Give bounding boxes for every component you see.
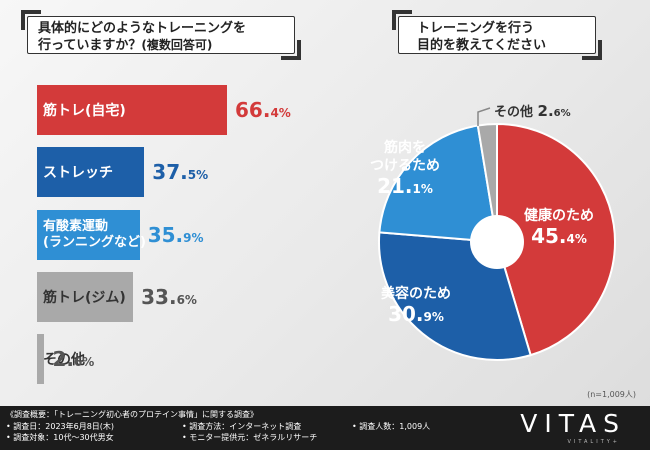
footer-date: • 調査日：2023年6月8日(木) — [6, 422, 115, 431]
other-leader-line — [477, 107, 491, 126]
bar-value-0: 66. 4% — [235, 98, 291, 122]
bar-label-2: 有酸素運動 (ランニングなど) — [43, 219, 146, 250]
footer-provider: • モニター提供元：ゼネラルリサーチ — [182, 433, 318, 442]
bar-2 — [37, 210, 140, 260]
pie-chart-title: トレーニングを行う 目的を教えてください — [392, 10, 602, 60]
bar-value-1: 37. 5% — [152, 160, 209, 184]
donut-slice-3 — [476, 122, 498, 243]
bar-0 — [37, 85, 227, 135]
footer-count: • 調査人数：1,009人 — [352, 422, 431, 431]
bar-value-4: 2. 6% — [52, 347, 95, 371]
sample-size-note: (n=1,009人) — [587, 390, 636, 399]
bar-value-3: 33. 6% — [141, 285, 197, 309]
pie-chart-title-line1: トレーニングを行う — [417, 21, 535, 36]
footer-method: • 調査方法：インターネット調査 — [182, 422, 302, 431]
bar-chart-title-line1: 具体的にどのようなトレーニングを — [38, 21, 247, 36]
vitas-logo-sub: VITALITY+ — [567, 439, 620, 445]
bar-value-2: 35. 9% — [147, 223, 204, 247]
bar-4 — [37, 334, 45, 384]
donut-label-0: 健康のため 45.4% — [524, 208, 594, 248]
bar-chart-title: 具体的にどのようなトレーニングを 行っていますか？(複数回答可) — [21, 10, 301, 60]
donut-hole — [470, 215, 524, 269]
footer: 《調査概要：「トレーニング初心者のプロテイン事情」に関する調査》 • 調査日：2… — [0, 406, 650, 450]
bar-label-3: 筋トレ(ジム) — [43, 290, 126, 306]
donut-label-3: その他 2.6% — [494, 102, 571, 120]
bar-3 — [37, 272, 134, 322]
donut-label-1: 美容のため 30.9% — [381, 286, 451, 326]
footer-overview: 《調査概要：「トレーニング初心者のプロテイン事情」に関する調査》 — [6, 410, 258, 419]
bar-label-4: その他 — [43, 352, 85, 368]
bar-label-1: ストレッチ — [43, 165, 113, 181]
vitas-logo: VITAS — [520, 409, 626, 438]
bar-chart-title-note: (複数回答可) — [141, 38, 213, 52]
bar-1 — [37, 147, 145, 197]
bar-label-0: 筋トレ(自宅) — [43, 103, 126, 119]
pie-chart-title-line2: 目的を教えてください — [417, 38, 546, 53]
footer-target: • 調査対象：10代〜30代男女 — [6, 433, 114, 442]
donut-label-2: 筋肉を つけるため 21.1% — [370, 140, 440, 198]
bar-chart-title-line2: 行っていますか？ — [38, 38, 142, 53]
